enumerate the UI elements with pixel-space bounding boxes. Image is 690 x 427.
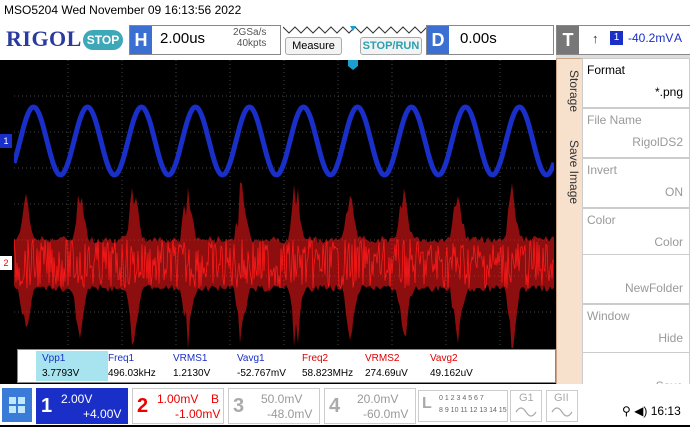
stop-run-button[interactable]: STOP/RUN (360, 37, 422, 55)
ch4-settings[interactable]: 4 20.0mV -60.0mV (324, 388, 416, 424)
menu-value: NewFolder (624, 281, 683, 295)
horizontal-label: H (130, 26, 152, 54)
bandwidth-limit-badge: B (211, 392, 220, 406)
ch2-settings[interactable]: 2 1.00mV B -1.00mV (132, 388, 224, 424)
ch2-noise-envelope (14, 182, 554, 348)
generator2-button[interactable]: GII (546, 390, 578, 422)
logic-channels-low: 0 1 2 3 4 5 6 7 (439, 395, 484, 402)
sample-info: 2GSa/s 40kpts (233, 27, 266, 49)
menu-value: RigolDS2 (632, 135, 683, 149)
memory-depth: 40kpts (236, 38, 267, 49)
channel-offset: -48.0mV (267, 407, 313, 421)
sine-icon (515, 407, 537, 417)
measurement-label: VRMS2 (365, 353, 400, 364)
menu-label: Color (587, 213, 616, 227)
sample-rate: 2GSa/s (233, 27, 267, 38)
grid-icon (9, 397, 25, 413)
ch3-settings[interactable]: 3 50.0mV -48.0mV (228, 388, 320, 424)
menu-color[interactable]: Color Color (582, 208, 690, 258)
measurement-value: 58.823MHz (302, 368, 354, 379)
menu-new-folder[interactable]: NewFolder (582, 254, 690, 304)
menu-window[interactable]: Window Hide (582, 304, 690, 354)
menu-value: Hide (658, 331, 683, 345)
measurement-value: 1.2130V (173, 368, 211, 379)
channel-number: 2 (137, 395, 149, 417)
side-menu-tabstrip (556, 58, 584, 404)
generator-label: G1 (519, 392, 534, 404)
ch2-trace (14, 238, 554, 290)
menu-value: Color (654, 235, 683, 249)
delay-value: 0.00s (460, 30, 497, 47)
trigger-level: -40.2mV (628, 31, 674, 45)
measurement-label: Freq1 (108, 353, 135, 364)
measurement-value: -52.767mV (237, 368, 286, 379)
trigger-coupling: A (674, 31, 683, 45)
ch1-trace (14, 104, 554, 178)
ch2-waveform (14, 182, 554, 348)
menu-label: Window (587, 309, 630, 323)
channel-offset: -1.00mV (175, 407, 221, 421)
model-datetime: MSO5204 Wed November 09 16:13:56 2022 (4, 3, 242, 17)
home-button[interactable] (2, 388, 32, 422)
channel-number: 3 (233, 395, 245, 417)
ch1-waveform (14, 104, 554, 178)
trigger-source: 1 (610, 31, 623, 45)
ch1-settings[interactable]: 1 2.00V +4.00V (36, 388, 128, 424)
measurement-label: Vavg1 (237, 353, 265, 364)
menu-format[interactable]: Format *.png (582, 58, 690, 108)
measurement-value: 49.162uV (430, 368, 473, 379)
usb-icon: ⚲ (622, 404, 631, 418)
ch1-offset-marker[interactable]: 1 (0, 134, 12, 148)
logic-channels-high: 8 9 10 11 12 13 14 15 (439, 407, 507, 414)
measure-button[interactable]: Measure (285, 37, 342, 55)
generator1-button[interactable]: G1 (510, 390, 542, 422)
menu-label: File Name (587, 113, 642, 127)
rigol-logo: RIGOL (6, 26, 82, 51)
measurement-label: Freq2 (302, 353, 329, 364)
generator-label: GII (554, 392, 569, 404)
channel-scale: 20.0mV (357, 392, 399, 406)
measurement-label: VRMS1 (173, 353, 208, 364)
logic-analyzer-button[interactable]: L 0 1 2 3 4 5 6 7 8 9 10 11 12 13 14 15 (418, 390, 508, 422)
waveform-display[interactable] (14, 60, 554, 348)
ch2-offset-marker[interactable]: 2 (0, 256, 12, 270)
tab-save-image[interactable]: Save Image (567, 140, 581, 205)
menu-value: *.png (654, 85, 683, 99)
channel-number: 1 (41, 395, 53, 417)
measurement-label: Vavg2 (430, 353, 458, 364)
menu-label: Invert (587, 163, 618, 177)
tab-storage[interactable]: Storage (567, 70, 581, 113)
waveform-position-strip (283, 26, 433, 34)
channel-offset: -60.0mV (363, 407, 409, 421)
horizontal-timebase: 2.00us (160, 30, 206, 47)
measurement-value: 274.69uV (365, 368, 408, 379)
menu-invert[interactable]: Invert ON (582, 158, 690, 208)
channel-scale: 2.00V (61, 392, 93, 406)
speaker-icon[interactable]: ◀) (634, 404, 648, 418)
measurement-panel: Vpp1 3.7793V Freq1 496.03kHz VRMS1 1.213… (17, 349, 556, 383)
menu-file-name[interactable]: File Name RigolDS2 (582, 108, 690, 158)
channel-scale: 1.00mV (157, 392, 199, 406)
menu-value: ON (665, 185, 683, 199)
measurement-highlight (36, 351, 108, 381)
measurement-value: 496.03kHz (108, 368, 156, 379)
channel-scale: 50.0mV (261, 392, 303, 406)
delay-label: D (427, 26, 449, 54)
graticule (14, 60, 554, 348)
channel-offset: +4.00V (83, 407, 122, 421)
sine-icon (551, 407, 573, 417)
menu-label: Format (587, 63, 626, 77)
trigger-position-marker (348, 60, 358, 70)
trigger-label: T (557, 26, 579, 54)
clock-time: 16:13 (650, 404, 681, 418)
measurement-value: 3.7793V (42, 368, 80, 379)
trigger-slope-icon: ↑ (592, 31, 599, 46)
status-area: ⚲ ◀) 16:13 (622, 404, 681, 418)
run-state-badge[interactable]: STOP (83, 30, 123, 50)
horizontal-scale-cell[interactable] (129, 25, 281, 55)
logic-letter: L (422, 395, 432, 412)
channel-number: 4 (329, 395, 341, 417)
measurement-label: Vpp1 (42, 353, 66, 364)
